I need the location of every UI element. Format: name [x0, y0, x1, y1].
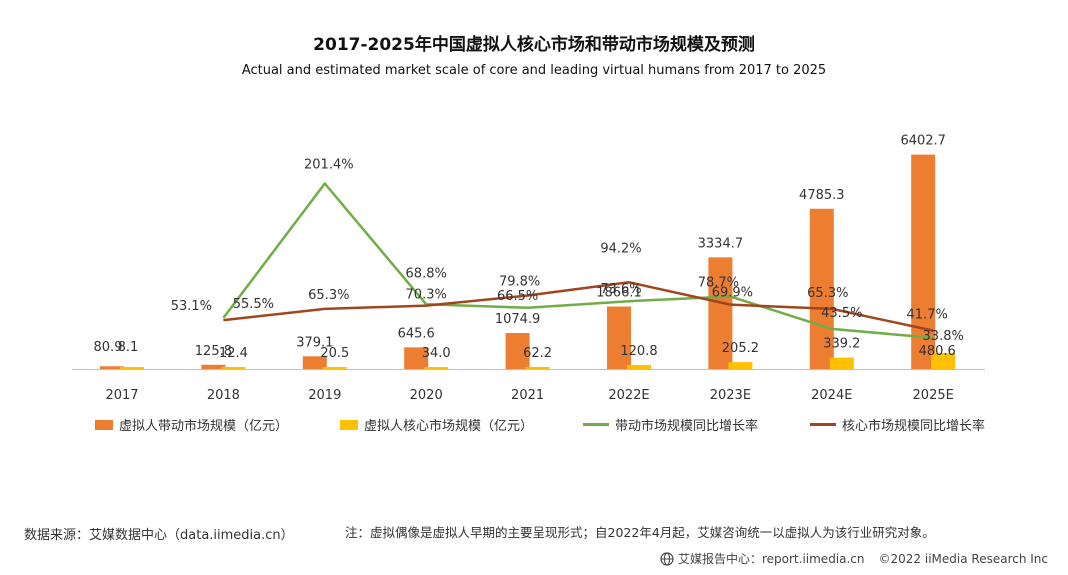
x-tick-label: 2018: [207, 388, 240, 403]
bar-lead-market: [302, 356, 327, 369]
footnote: 注：虚拟偶像是虚拟人早期的主要呈现形式；自2022年4月起，艾媒咨询统一以虚拟人…: [345, 525, 935, 540]
legend-item-lead-market: 虚拟人带动市场规模（亿元）: [95, 415, 288, 434]
legend-item-core-market: 虚拟人核心市场规模（亿元）: [340, 415, 533, 434]
chart-title: 2017-2025年中国虚拟人核心市场和带动市场规模及预测: [313, 35, 755, 55]
bar-label-lead-market: 1866.1: [596, 286, 642, 301]
line-label-core-growth: 41.7%: [907, 308, 948, 323]
bar-core-market: [728, 362, 753, 369]
bar-label-lead-market: 379.1: [296, 335, 333, 350]
bar-core-market: [424, 367, 449, 369]
line-lead-growth: [222, 182, 934, 340]
bar-label-core-market: 339.2: [823, 337, 860, 352]
x-tick-label: 2024E: [811, 388, 852, 403]
line-label-core-growth: 79.8%: [499, 275, 540, 290]
bar-label-core-market: 8.1: [118, 340, 139, 355]
footer: 艾媒报告中心：report.iimedia.cn ©2022 iiMedia R…: [660, 550, 1048, 567]
bar-core-market: [829, 357, 854, 369]
line-label-lead-growth: 70.3%: [406, 287, 447, 302]
bar-core-market: [322, 367, 347, 369]
bar-label-core-market: 20.5: [320, 346, 349, 361]
chart-subtitle: Actual and estimated market scale of cor…: [241, 63, 827, 78]
data-source: 数据来源：艾媒数据中心（data.iimedia.cn）: [24, 528, 294, 543]
line-label-core-growth: 94.2%: [600, 241, 641, 256]
bar-label-core-market: 480.6: [919, 344, 956, 359]
bar-label-lead-market: 1074.9: [495, 312, 541, 327]
bar-label-core-market: 34.0: [422, 346, 451, 361]
bar-core-market: [120, 367, 144, 369]
legend-swatch: [810, 423, 836, 426]
bar-lead-market: [100, 366, 124, 369]
bar-lead-market: [201, 364, 226, 369]
x-tick-label: 2017: [105, 388, 138, 403]
line-label-core-growth: 65.3%: [807, 286, 848, 301]
line-label-lead-growth: 73.6%: [600, 282, 641, 297]
bar-core-market: [627, 364, 651, 369]
globe-icon: [660, 551, 674, 566]
x-tick-label: 2019: [308, 388, 341, 403]
bar-label-core-market: 205.2: [722, 341, 759, 356]
bar-core-market: [931, 352, 956, 369]
bar-lead-market: [404, 347, 429, 369]
bar-label-lead-market: 3334.7: [698, 236, 744, 251]
legend-label: 带动市场规模同比增长率: [615, 419, 759, 434]
x-tick-label: 2020: [410, 388, 443, 403]
bar-core-market: [221, 367, 246, 369]
line-core-growth: [223, 281, 934, 332]
line-label-lead-growth: 43.5%: [821, 306, 862, 321]
bar-label-core-market: 120.8: [620, 344, 657, 359]
line-label-lead-growth: 78.7%: [698, 276, 739, 291]
line-label-lead-growth: 66.5%: [497, 289, 538, 304]
line-label-core-growth: 53.1%: [171, 299, 212, 314]
bar-label-lead-market: 125.8: [195, 344, 232, 359]
footer-brand[interactable]: 艾媒报告中心：report.iimedia.cn: [677, 552, 865, 566]
legend-swatch: [340, 419, 358, 430]
legend-swatch: [95, 419, 113, 430]
legend-label: 虚拟人带动市场规模（亿元）: [119, 419, 289, 434]
bar-label-lead-market: 4785.3: [799, 188, 845, 203]
line-label-core-growth: 65.3%: [308, 288, 349, 303]
x-tick-label: 2021: [511, 388, 544, 403]
bar-lead-market: [708, 257, 733, 369]
legend-item-core-growth: 核心市场规模同比增长率: [810, 415, 985, 434]
x-tick-label: 2022E: [608, 388, 649, 403]
line-label-lead-growth: 201.4%: [304, 158, 354, 173]
line-label-lead-growth: 33.8%: [923, 329, 964, 344]
bar-label-lead-market: 6402.7: [900, 134, 946, 149]
footer-copyright: ©2022 iiMedia Research Inc: [878, 551, 1048, 566]
bar-label-core-market: 62.2: [523, 346, 552, 361]
line-label-core-growth: 68.8%: [406, 267, 447, 282]
legend-item-lead-growth: 带动市场规模同比增长率: [583, 415, 758, 434]
line-label-lead-growth: 55.5%: [233, 297, 274, 312]
legend-label: 核心市场规模同比增长率: [842, 419, 986, 434]
bar-lead-market: [911, 154, 936, 369]
x-tick-label: 2023E: [710, 388, 751, 403]
bar-core-market: [525, 366, 550, 369]
x-tick-label: 2025E: [913, 388, 954, 403]
bar-label-lead-market: 645.6: [398, 326, 435, 341]
line-label-core-growth: 69.9%: [712, 286, 753, 301]
legend-label: 虚拟人核心市场规模（亿元）: [364, 419, 534, 434]
bar-lead-market: [809, 208, 834, 369]
bar-label-lead-market: 80.9: [94, 340, 123, 355]
bar-lead-market: [505, 333, 530, 369]
bar-label-core-market: 12.4: [219, 346, 248, 361]
bar-lead-market: [607, 306, 631, 369]
legend-swatch: [583, 423, 609, 426]
